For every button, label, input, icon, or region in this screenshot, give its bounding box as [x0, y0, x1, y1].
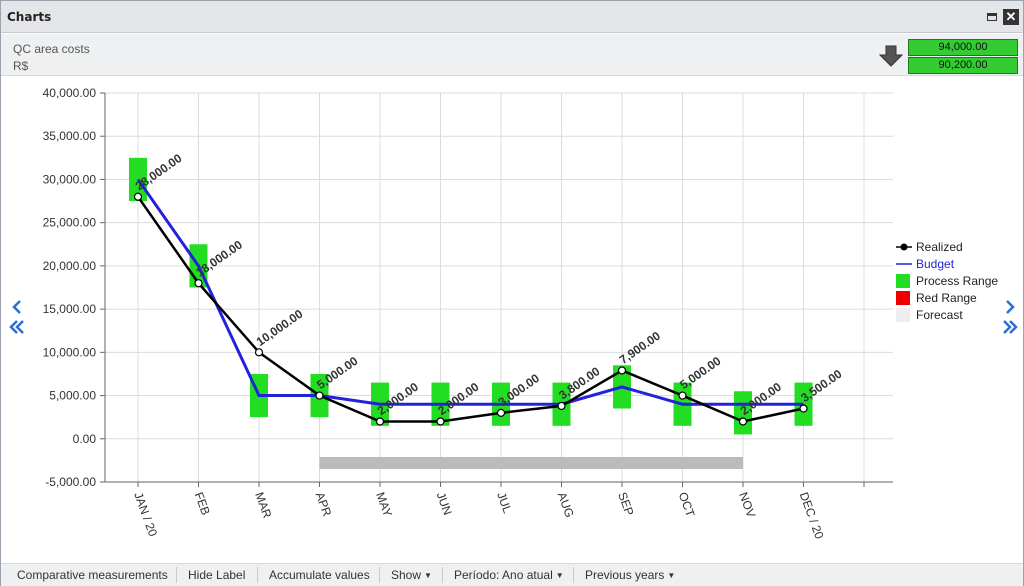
forecast-bar — [319, 456, 743, 469]
caret-down-icon: ▼ — [555, 571, 564, 580]
chart-plot: -5,000.000.005,000.0010,000.0015,000.002… — [43, 86, 999, 541]
x-tick-label: SEP — [615, 490, 636, 517]
toolbar-divider — [257, 567, 258, 583]
realized-point — [799, 404, 808, 413]
title-bar: Charts ✕ — [1, 1, 1023, 33]
y-tick-label: 40,000.00 — [43, 86, 97, 100]
realized-point — [436, 417, 445, 426]
toolbar-divider — [176, 567, 177, 583]
chart-toolbar: Comparative measurements Hide Label Accu… — [1, 563, 1023, 586]
total-value-2: 90,200.00 — [908, 57, 1018, 74]
toolbar-divider — [573, 567, 574, 583]
legend-forecast-swatch — [896, 308, 910, 322]
data-label: 5,000.00 — [314, 354, 361, 392]
period-dropdown[interactable]: Período: Ano atual ▼ — [454, 568, 564, 582]
data-label: 10,000.00 — [254, 307, 306, 349]
down-arrow-icon — [879, 45, 903, 67]
previous-years-dropdown[interactable]: Previous years ▼ — [585, 568, 675, 582]
realized-point — [375, 417, 385, 426]
data-label: 7,900.00 — [617, 328, 664, 366]
total-value-1: 94,000.00 — [908, 39, 1018, 56]
legend-red-range-label: Red Range — [916, 291, 977, 305]
realized-point — [617, 366, 627, 375]
realized-point — [678, 391, 687, 400]
legend-forecast-label: Forecast — [916, 308, 963, 322]
realized-point — [315, 391, 324, 400]
x-tick-label: DEC / 20 — [797, 490, 827, 541]
x-tick-label: JUN — [434, 490, 455, 517]
accumulate-values-button[interactable]: Accumulate values — [269, 568, 370, 582]
x-tick-label: MAY — [373, 490, 395, 518]
toolbar-divider — [442, 567, 443, 583]
x-tick-label: MAR — [252, 490, 274, 520]
caret-down-icon: ▼ — [424, 571, 432, 580]
x-tick-label: JUL — [494, 490, 515, 515]
legend-process-range-swatch — [896, 274, 910, 288]
y-tick-label: 15,000.00 — [43, 302, 97, 316]
budget-line — [136, 178, 804, 406]
x-tick-label: JAN / 20 — [131, 490, 160, 538]
hide-label-button[interactable]: Hide Label — [188, 568, 246, 582]
comparative-measurements-button[interactable]: Comparative measurements — [17, 568, 168, 582]
process-range-box — [734, 391, 752, 435]
chart-legend: Realized Budget Process Range Red Range Fore… — [896, 240, 998, 322]
chart-title: QC area costs — [13, 42, 90, 56]
x-tick-label: NOV — [736, 490, 758, 519]
close-icon[interactable]: ✕ — [1003, 9, 1019, 25]
x-tick-label: AUG — [555, 490, 577, 519]
x-tick-label: APR — [313, 490, 335, 518]
x-tick-label: OCT — [676, 490, 698, 519]
maximize-icon[interactable] — [985, 10, 999, 24]
show-dropdown-label: Show — [391, 568, 422, 582]
y-tick-label: 30,000.00 — [43, 172, 97, 186]
chevron-right-icon[interactable] — [1002, 299, 1018, 315]
legend-red-range-swatch — [896, 291, 910, 305]
realized-point — [557, 401, 566, 411]
double-chevron-left-icon[interactable] — [9, 319, 25, 335]
period-dropdown-label: Período: Ano atual — [454, 568, 553, 582]
realized-point — [254, 348, 264, 357]
realized-point — [496, 408, 506, 417]
y-tick-label: 5,000.00 — [49, 389, 96, 403]
realized-point — [133, 192, 143, 201]
legend-realized-label: Realized — [916, 240, 963, 254]
legend-process-range-label: Process Range — [916, 274, 998, 288]
y-tick-label: 25,000.00 — [43, 216, 97, 230]
realized-point — [194, 279, 203, 288]
realized-point — [738, 417, 748, 426]
y-tick-label: 10,000.00 — [43, 345, 97, 359]
x-tick-label: FEB — [192, 490, 213, 517]
chevron-left-icon[interactable] — [9, 299, 25, 315]
show-dropdown[interactable]: Show ▼ — [391, 568, 432, 582]
y-tick-label: -5,000.00 — [45, 475, 96, 489]
legend-realized-marker — [900, 243, 908, 251]
toolbar-divider — [379, 567, 380, 583]
y-tick-label: 20,000.00 — [43, 259, 97, 273]
y-tick-label: 0.00 — [73, 432, 97, 446]
window-title: Charts — [7, 10, 52, 24]
chart-header: QC area costs R$ 94,000.00 90,200.00 — [1, 34, 1023, 76]
caret-down-icon: ▼ — [667, 571, 676, 580]
chart-unit: R$ — [13, 59, 29, 73]
realized-line — [136, 196, 804, 423]
y-tick-label: 35,000.00 — [43, 129, 97, 143]
previous-years-dropdown-label: Previous years — [585, 568, 665, 582]
legend-budget-label: Budget — [916, 257, 955, 271]
data-label: 5,000.00 — [677, 354, 724, 392]
double-chevron-right-icon[interactable] — [1002, 319, 1018, 335]
